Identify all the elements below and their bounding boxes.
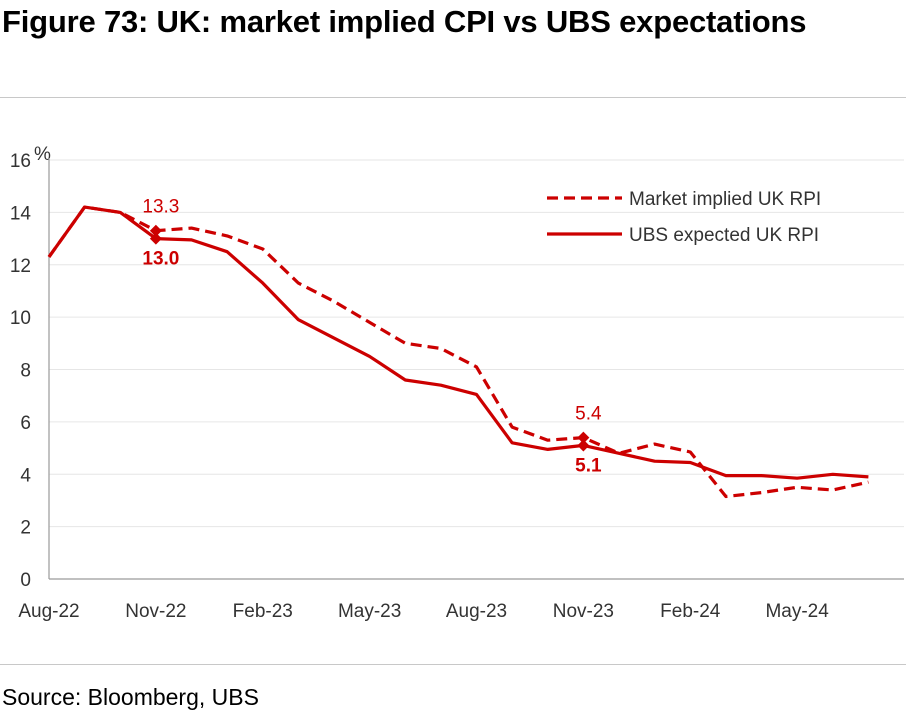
top-divider <box>0 97 906 98</box>
data-label: 13.3 <box>142 197 179 218</box>
legend: Market implied UK RPI UBS expected UK RPI <box>547 189 821 246</box>
source-note: Source: Bloomberg, UBS <box>2 684 259 710</box>
y-tick-label: 12 <box>10 256 31 277</box>
data-point-marker <box>577 439 590 452</box>
y-tick-label: 10 <box>10 308 31 329</box>
series-line-ubs-expected <box>47 205 869 480</box>
y-tick-label: 2 <box>20 518 31 539</box>
data-labels: 13.3 13.0 5.4 5.1 <box>142 197 602 477</box>
bottom-divider <box>0 664 906 665</box>
data-point-marker <box>149 232 162 245</box>
series-lines <box>47 205 869 499</box>
data-label: 5.1 <box>575 455 602 476</box>
x-tick-label: Aug-22 <box>18 601 79 622</box>
legend-label: Market implied UK RPI <box>629 189 821 210</box>
x-tick-label: Nov-22 <box>125 601 186 622</box>
x-tick-label: Feb-24 <box>660 601 721 622</box>
x-tick-label: Feb-23 <box>233 601 293 622</box>
y-tick-label: 6 <box>20 413 31 434</box>
y-tick-label: 16 <box>10 151 31 172</box>
y-tick-label: 4 <box>20 465 31 486</box>
axes: 0 2 4 6 8 10 12 14 16 % Aug-22 Nov-22 Feb-23 May-23 Au… <box>10 144 904 622</box>
x-tick-label: Nov-23 <box>553 601 614 622</box>
y-tick-label: 14 <box>10 203 32 224</box>
y-axis-unit: % <box>34 144 51 165</box>
data-label: 5.4 <box>575 404 602 425</box>
x-tick-label: May-24 <box>765 601 829 622</box>
y-tick-label: 8 <box>20 361 31 382</box>
data-point-marker <box>149 224 162 237</box>
legend-label: UBS expected UK RPI <box>629 225 819 246</box>
y-tick-label: 0 <box>20 570 31 591</box>
data-point-marker <box>577 431 590 444</box>
data-label: 13.0 <box>142 249 179 270</box>
chart-title: Figure 73: UK: market implied CPI vs UBS… <box>2 4 807 39</box>
x-tick-label: Aug-23 <box>446 601 507 622</box>
x-tick-label: May-23 <box>338 601 401 622</box>
